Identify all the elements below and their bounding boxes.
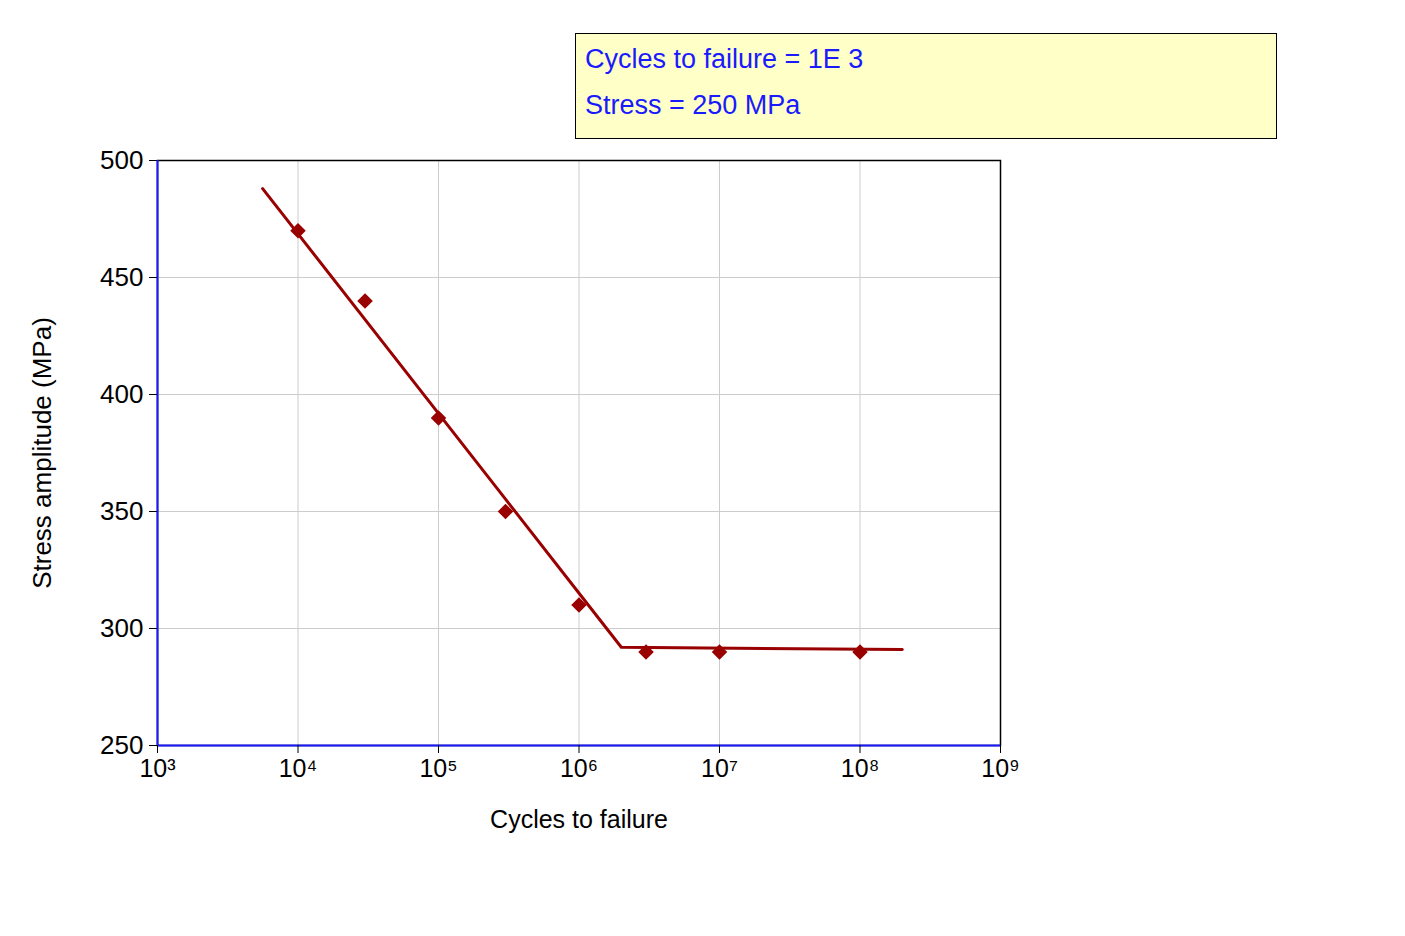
svg-text:10⁹: 10⁹: [981, 754, 1020, 782]
svg-text:10³: 10³: [139, 754, 175, 782]
svg-text:450: 450: [100, 262, 143, 292]
svg-text:10⁴: 10⁴: [279, 754, 318, 782]
svg-text:10⁸: 10⁸: [841, 754, 879, 782]
svg-text:500: 500: [100, 145, 143, 175]
svg-text:Cycles to failure: Cycles to failure: [490, 805, 668, 833]
svg-text:10⁵: 10⁵: [419, 754, 457, 782]
svg-text:350: 350: [100, 496, 143, 526]
svg-text:10⁷: 10⁷: [701, 754, 738, 782]
html-text:Stress = 250 MPa: Stress = 250 MPa: [585, 90, 801, 120]
svg-text:Stress amplitude (MPa): Stress amplitude (MPa): [27, 317, 57, 589]
svg-text:400: 400: [100, 379, 143, 409]
svg-text:300: 300: [100, 613, 143, 643]
svg-text:10⁶: 10⁶: [560, 754, 598, 782]
svg-text:250: 250: [100, 730, 143, 760]
html-text:Cycles to failure = 1E 3: Cycles to failure = 1E 3: [585, 44, 864, 74]
